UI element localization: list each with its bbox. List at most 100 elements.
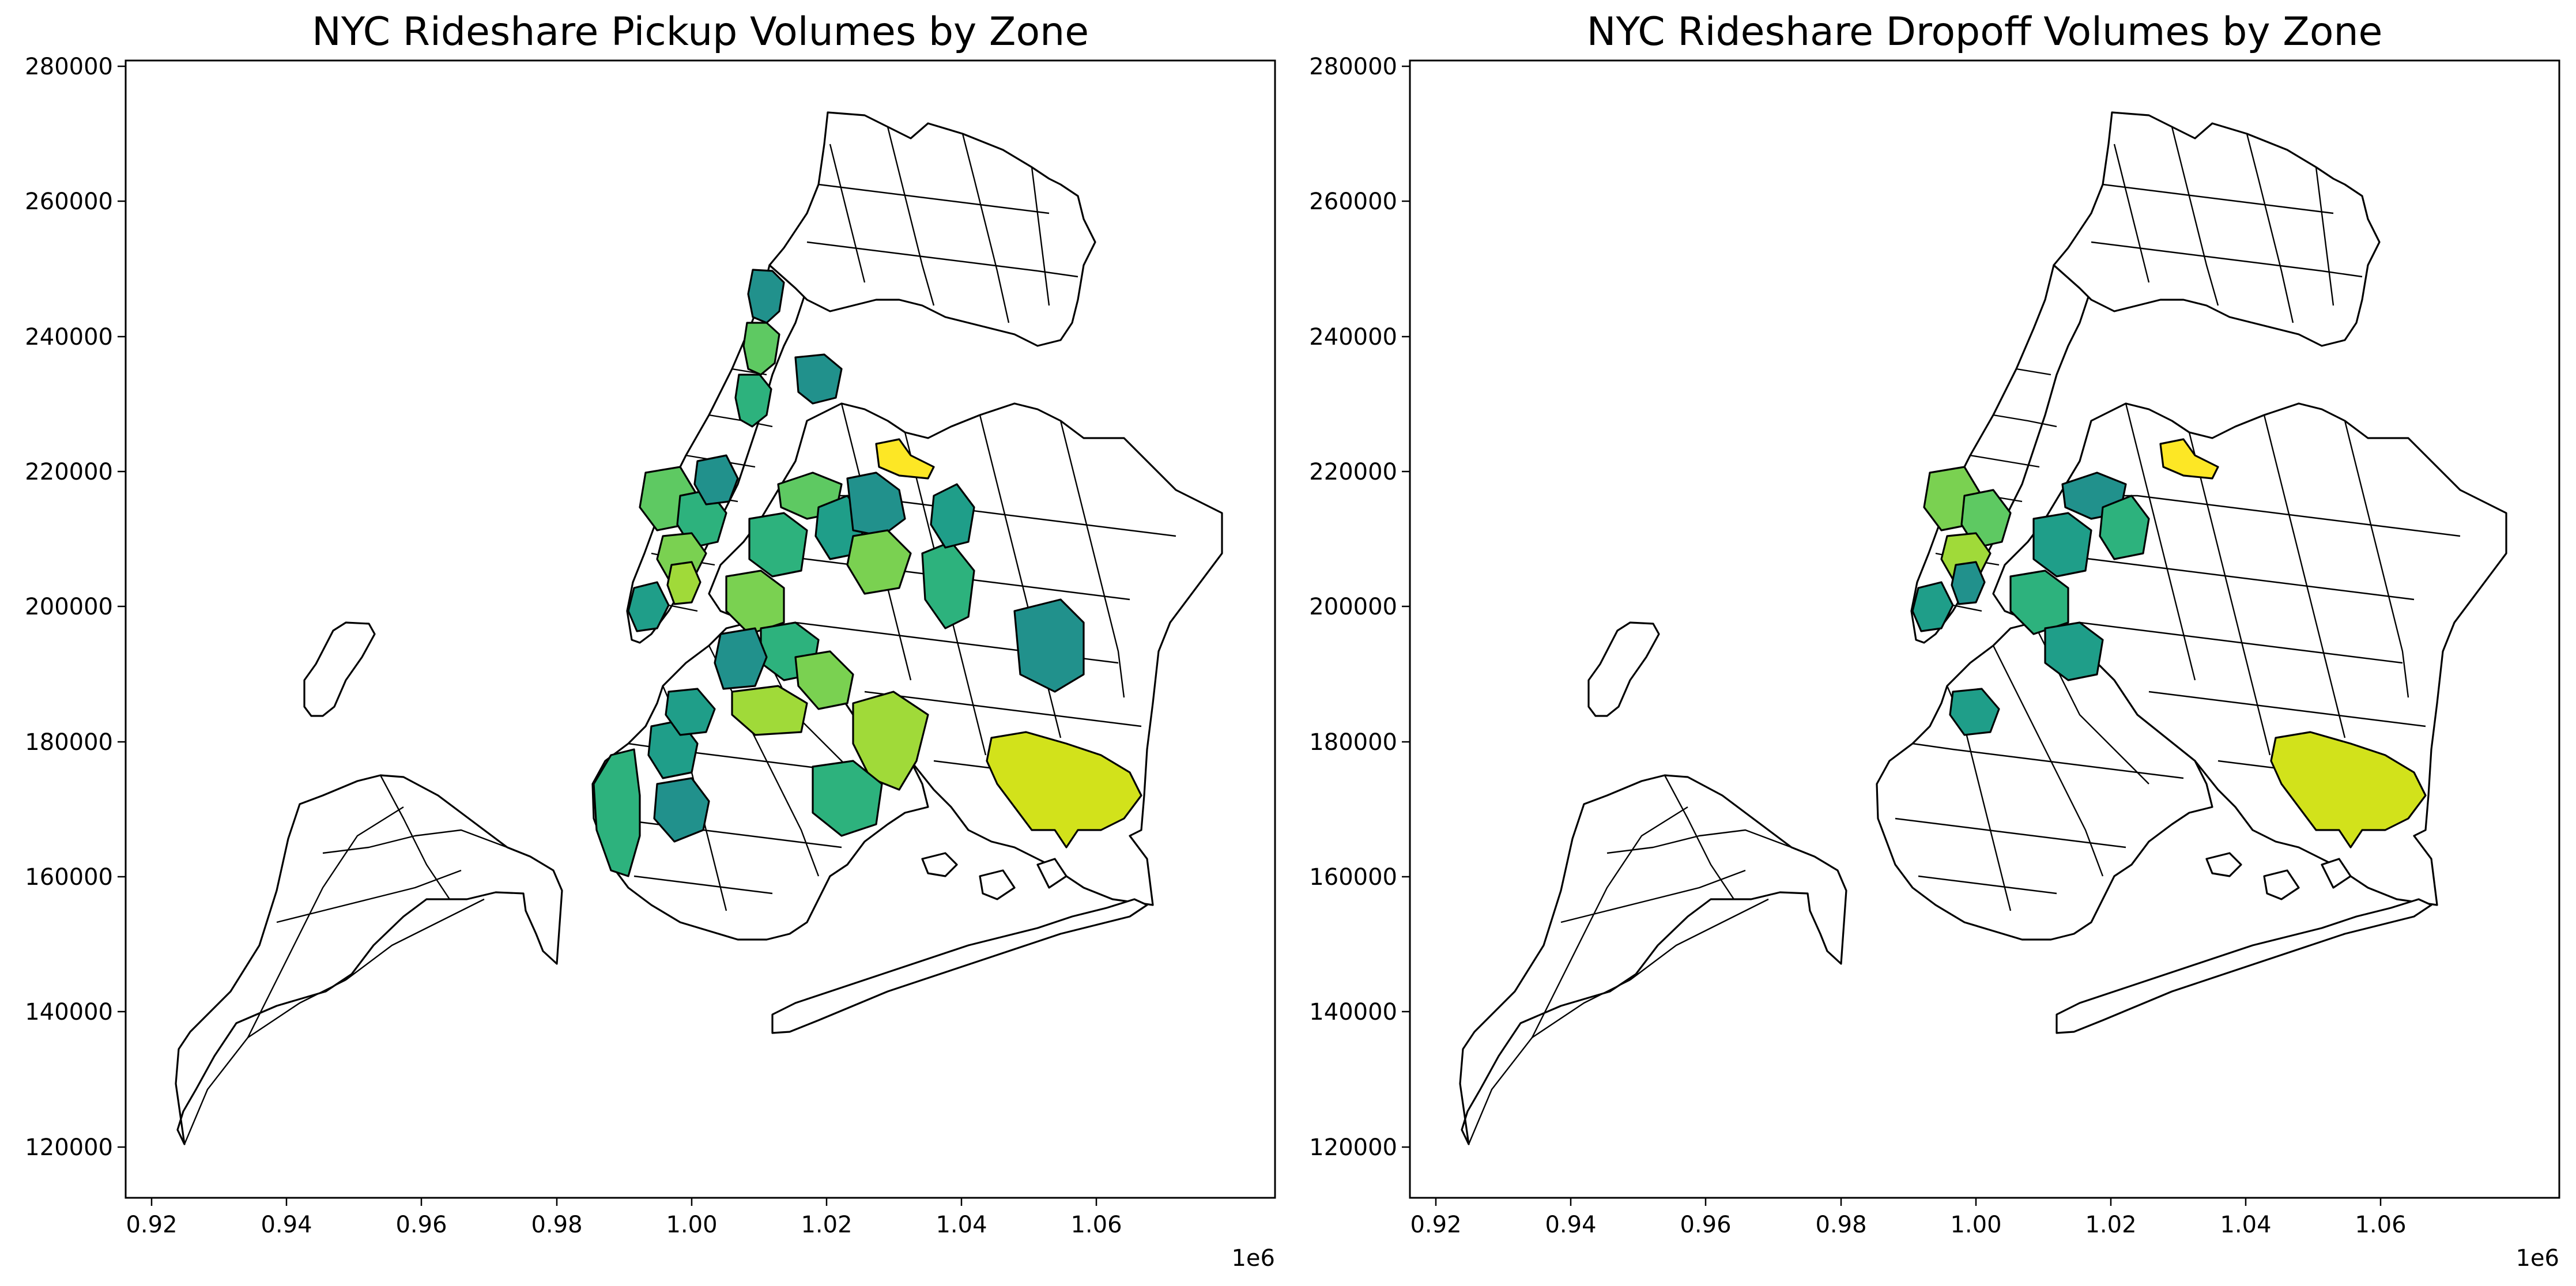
dropoff-x-tick-label: 1.04 xyxy=(2220,1212,2271,1238)
pickup-x-offset-label: 1e6 xyxy=(1231,1245,1275,1272)
pickup-zone-upper-manhattan-a xyxy=(747,269,785,324)
dropoff-zone-map xyxy=(1459,111,2507,1145)
pickup-zone-brooklyn-central-a xyxy=(731,685,808,736)
dropoff-y-tick-label: 180000 xyxy=(1309,729,1397,756)
dropoff-map-panel: NYC Rideshare Dropoff Volumes by Zone 0.… xyxy=(1309,9,2560,1272)
dropoff-x-tick-label: 1.02 xyxy=(2085,1212,2136,1238)
pickup-zone-queens-east-a xyxy=(1013,598,1085,693)
pickup-y-tick-label: 180000 xyxy=(25,729,113,756)
pickup-zone-brooklyn-west-a xyxy=(665,688,716,736)
dropoff-jamaica-bay-island-b-outline xyxy=(2263,869,2300,900)
dropoff-liberty-island-outline xyxy=(1587,621,1660,717)
pickup-zone-lower-manhattan-b xyxy=(666,561,701,605)
pickup-zone-boundary-5 xyxy=(379,775,450,900)
dropoff-zone-boundary-1 xyxy=(1531,806,1688,1038)
pickup-y-tick-label: 220000 xyxy=(25,459,113,485)
dropoff-bronx-outline xyxy=(2053,111,2381,347)
pickup-zone-lower-manhattan-a xyxy=(627,581,670,632)
dropoff-x-tick-label: 0.98 xyxy=(1815,1212,1866,1238)
pickup-map-title: NYC Rideshare Pickup Volumes by Zone xyxy=(312,9,1089,55)
pickup-jamaica-bay-island-b-outline xyxy=(979,869,1016,900)
pickup-zone-brooklyn-west-b xyxy=(593,748,641,877)
dropoff-zone-boundary-18 xyxy=(2079,621,2403,664)
dropoff-zone-boundary-29 xyxy=(1993,414,2057,428)
pickup-x-tick-label: 1.06 xyxy=(1070,1212,1122,1238)
pickup-zone-boundary-23 xyxy=(829,144,866,283)
pickup-zone-boundary-22 xyxy=(806,241,1078,278)
pickup-x-tick-label: 0.96 xyxy=(395,1212,447,1238)
dropoff-zone-boundary-7 xyxy=(1992,645,2104,877)
pickup-zone-boundary-1 xyxy=(247,806,404,1038)
dropoff-zone-boundary-12 xyxy=(2125,403,2196,681)
dropoff-zone-brooklyn-north-a xyxy=(2009,570,2069,635)
dropoff-y-tick-label: 140000 xyxy=(1309,999,1397,1025)
dropoff-zone-boundary-24 xyxy=(2171,126,2219,306)
pickup-zone-boundary-4 xyxy=(322,829,508,854)
dropoff-x-tick-label: 1.00 xyxy=(1950,1212,2001,1238)
dropoff-zone-boundary-25 xyxy=(2246,133,2294,323)
dropoff-y-tick-label: 200000 xyxy=(1309,594,1397,620)
dropoff-zone-brooklyn-north-b xyxy=(2044,621,2104,681)
dropoff-jamaica-bay-island-c-outline xyxy=(2321,858,2352,889)
pickup-zone-jfk xyxy=(986,731,1142,848)
pickup-zone-boundary-19 xyxy=(864,691,1142,727)
pickup-jamaica-bay-island-c-outline xyxy=(1036,858,1068,889)
pickup-y-tick-label: 140000 xyxy=(25,999,113,1025)
pickup-x-tick-label: 0.92 xyxy=(126,1212,177,1238)
pickup-zone-boundary-26 xyxy=(1031,167,1050,306)
dropoff-zone-boundary-23 xyxy=(2113,144,2150,283)
dropoff-zone-boundary-14 xyxy=(2263,414,2346,738)
pickup-y-tick-label: 120000 xyxy=(25,1134,113,1161)
dropoff-zone-boundary-21 xyxy=(2102,183,2334,214)
pickup-zone-boundary-15 xyxy=(1059,420,1125,698)
dropoff-staten-island-outline xyxy=(1459,774,1847,1145)
pickup-y-tick-label: 260000 xyxy=(25,188,113,215)
pickup-zone-upper-manhattan-b xyxy=(742,322,780,376)
dropoff-zone-boundary-16 xyxy=(2091,495,2461,537)
dropoff-zone-queens-west-c xyxy=(2099,495,2150,560)
pickup-x-tick-label: 1.00 xyxy=(666,1212,717,1238)
dropoff-axes-frame xyxy=(1409,59,2560,1199)
pickup-zone-upper-manhattan-c xyxy=(734,374,772,428)
dropoff-zone-lower-manhattan-a xyxy=(1911,581,1954,632)
pickup-x-axis: 0.92 0.94 0.96 0.98 1.00 1.02 1.04 1.06 xyxy=(126,1198,1122,1238)
pickup-zone-boundary-2 xyxy=(345,898,485,980)
pickup-zone-brooklyn-south-b xyxy=(812,760,883,837)
dropoff-x-axis: 0.92 0.94 0.96 0.98 1.00 1.02 1.04 1.06 xyxy=(1410,1198,2407,1238)
pickup-bronx-outline xyxy=(768,111,1096,347)
pickup-rockaway-outline xyxy=(771,898,1148,1034)
dropoff-zone-boundary-19 xyxy=(2148,691,2426,727)
dropoff-zone-boundary-5 xyxy=(1664,775,1734,900)
dropoff-zone-boundary-2 xyxy=(1630,898,1769,980)
dropoff-y-tick-label: 280000 xyxy=(1309,54,1397,80)
pickup-zone-laguardia xyxy=(875,438,935,480)
pickup-x-tick-label: 0.94 xyxy=(261,1212,312,1238)
pickup-zone-brooklyn-central-b xyxy=(794,650,854,710)
dropoff-zone-boundary-13 xyxy=(2188,432,2271,756)
pickup-zone-boundary-3 xyxy=(276,869,462,923)
pickup-zone-map xyxy=(175,111,1223,1145)
pickup-zone-boundary-10 xyxy=(633,875,773,895)
dropoff-x-tick-label: 0.92 xyxy=(1410,1212,1461,1238)
dropoff-zone-queens-west-b xyxy=(2032,512,2092,578)
dropoff-zone-boundary-9 xyxy=(1895,817,2126,848)
pickup-x-tick-label: 0.98 xyxy=(531,1212,582,1238)
dropoff-zone-jfk xyxy=(2270,731,2427,848)
pickup-zone-queens-central-a xyxy=(846,472,906,537)
dropoff-zone-lower-manhattan-b xyxy=(1951,561,1986,605)
pickup-zone-queens-east-b xyxy=(930,483,975,549)
pickup-zone-brooklyn-north-c xyxy=(714,627,768,690)
pickup-y-axis: 280000 260000 240000 220000 200000 180000 1600… xyxy=(25,54,126,1161)
dropoff-jamaica-bay-island-a-outline xyxy=(2205,852,2242,877)
pickup-y-tick-label: 280000 xyxy=(25,54,113,80)
dropoff-x-offset-label: 1e6 xyxy=(2515,1245,2559,1272)
dropoff-map-title: NYC Rideshare Dropoff Volumes by Zone xyxy=(1587,9,2383,55)
pickup-y-tick-label: 240000 xyxy=(25,324,113,350)
dropoff-zone-boundary-22 xyxy=(2091,241,2363,278)
dropoff-zone-brooklyn-west-a xyxy=(1949,688,2000,736)
dropoff-y-tick-label: 220000 xyxy=(1309,459,1397,485)
dropoff-zone-boundary-15 xyxy=(2344,420,2409,698)
pickup-x-tick-label: 1.02 xyxy=(801,1212,852,1238)
pickup-map-panel: NYC Rideshare Pickup Volumes by Zone 0.9… xyxy=(25,9,1276,1272)
